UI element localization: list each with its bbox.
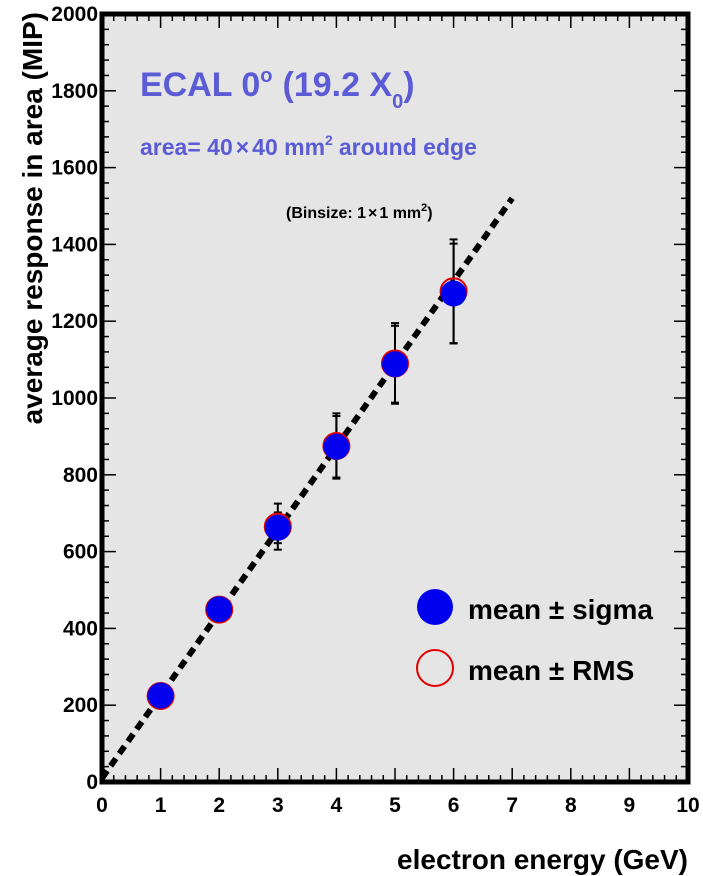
x-tick-label: 5 xyxy=(389,794,401,817)
legend-marker-sigma xyxy=(417,589,453,625)
y-tick-label: 1400 xyxy=(51,233,98,256)
plot-frame xyxy=(99,11,691,785)
legend-marker-rms xyxy=(416,649,454,687)
point-mean-sigma xyxy=(440,280,467,307)
y-tick-label: 1000 xyxy=(51,387,98,410)
y-tick-label: 400 xyxy=(63,617,98,640)
point-mean-sigma xyxy=(206,596,233,623)
data-points xyxy=(146,238,468,710)
x-tick-label: 1 xyxy=(155,794,167,817)
y-tick-label: 1200 xyxy=(51,310,98,333)
y-tick-label: 0 xyxy=(86,771,98,794)
legend-label-rms: mean ± RMS xyxy=(468,655,634,686)
x-tick-label: 0 xyxy=(96,794,108,817)
point-mean-sigma xyxy=(382,351,408,378)
chart-title: ECAL 0o (19.2 X0) xyxy=(140,65,415,113)
legend-label-sigma: mean ± sigma xyxy=(468,594,653,625)
y-tick-label: 600 xyxy=(63,541,98,564)
x-tick-label: 8 xyxy=(565,794,577,817)
x-tick-label: 3 xyxy=(272,794,284,817)
x-tick-label: 7 xyxy=(506,794,518,817)
x-tick-label: 6 xyxy=(448,794,460,817)
y-tick-label: 200 xyxy=(63,694,98,717)
y-tick-label: 1600 xyxy=(51,157,98,180)
x-axis-label: electron energy (GeV) xyxy=(397,844,688,875)
y-tick-label: 2000 xyxy=(51,3,98,26)
legend: mean ± sigma mean ± RMS xyxy=(416,589,653,687)
binsize-annotation: (Binsize: 1 × 1 mm2) xyxy=(286,202,433,222)
y-tick-label: 1800 xyxy=(51,80,98,103)
y-axis-label: average response in area (MIP) xyxy=(17,12,48,424)
x-tick-label: 2 xyxy=(213,794,225,817)
y-tick-label: 800 xyxy=(63,464,98,487)
point-mean-sigma xyxy=(264,514,291,541)
x-tick-label: 9 xyxy=(624,794,636,817)
x-tick-label: 10 xyxy=(676,794,699,817)
point-mean-sigma xyxy=(323,433,350,460)
x-tick-label: 4 xyxy=(331,794,343,817)
chart-subtitle: area= 40 × 40 mm2 around edge xyxy=(140,132,477,160)
point-mean-sigma xyxy=(147,682,174,709)
